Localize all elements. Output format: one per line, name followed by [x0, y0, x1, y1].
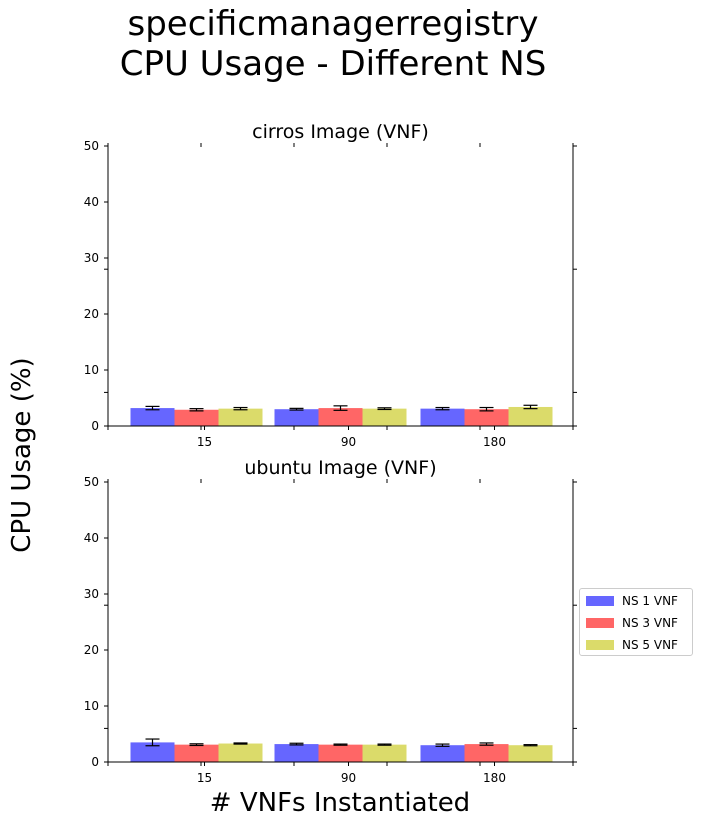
- bar-1-s2-c1: [174, 409, 219, 426]
- y-tick-label-2-2: 20: [84, 643, 99, 657]
- x-tick-label-2-2: 180: [483, 771, 506, 785]
- bar-1-s2-c3: [464, 409, 509, 426]
- bar-2-s3-c1: [218, 743, 263, 762]
- bar-1-s1-c2: [274, 409, 319, 426]
- y-tick-label-2-1: 10: [84, 699, 99, 713]
- x-tick-label-1-1: 90: [341, 435, 356, 449]
- bar-2-s1-c1: [130, 742, 175, 762]
- bar-2-s1-c3: [420, 745, 465, 762]
- legend-swatch-ns1: [586, 595, 614, 606]
- x-tick-label-2-1: 90: [341, 771, 356, 785]
- legend-item-ns1: NS 1 VNF: [586, 593, 678, 609]
- y-tick-label-1-1: 10: [84, 363, 99, 377]
- y-tick-label-2-4: 40: [84, 531, 99, 545]
- figure-title-line2: CPU Usage - Different NS: [119, 44, 547, 84]
- legend: NS 1 VNF NS 3 VNF NS 5 VNF: [579, 588, 693, 656]
- subplot-2: 0 10 20 30 40 50 15 90 180 ubuntu Image (VNF): [84, 457, 577, 785]
- y-tick-label-1-3: 30: [84, 251, 99, 265]
- y-tick-label-2-3: 30: [84, 587, 99, 601]
- x-axis-label: # VNFs Instantiated: [209, 788, 471, 818]
- legend-label-ns1: NS 1 VNF: [622, 594, 678, 608]
- y-tick-label-1-4: 40: [84, 195, 99, 209]
- bar-1-s3-c3: [508, 406, 553, 426]
- legend-swatch-ns3: [586, 617, 614, 628]
- bar-1-s3-c1: [218, 408, 263, 426]
- bar-1-s3-c2: [362, 408, 407, 426]
- x-tick-label-2-0: 15: [197, 771, 212, 785]
- bar-1-s1-c3: [420, 408, 465, 426]
- legend-label-ns5: NS 5 VNF: [622, 638, 678, 652]
- bar-1-s2-c2: [318, 408, 363, 426]
- x-tick-label-1-2: 180: [483, 435, 506, 449]
- bar-2-s2-c2: [318, 744, 363, 762]
- subplot-1: 0 10 20 30 40 50 15 90 180 cirros Image (VNF): [84, 121, 577, 449]
- subplot-title-2: ubuntu Image (VNF): [244, 457, 436, 479]
- figure-title-line1: specificmanagerregistry: [127, 4, 539, 44]
- y-axis-label: CPU Usage (%): [7, 357, 37, 553]
- legend-label-ns3: NS 3 VNF: [622, 616, 678, 630]
- bar-2-s2-c1: [174, 744, 219, 762]
- legend-swatch-ns5: [586, 639, 614, 650]
- y-tick-label-2-0: 0: [91, 755, 99, 769]
- bar-2-s3-c3: [508, 745, 553, 762]
- y-tick-label-1-2: 20: [84, 307, 99, 321]
- legend-item-ns3: NS 3 VNF: [586, 615, 678, 631]
- legend-item-ns5: NS 5 VNF: [586, 637, 678, 653]
- bar-2-s2-c3: [464, 744, 509, 762]
- y-tick-label-2-5: 50: [84, 475, 99, 489]
- y-tick-label-1-5: 50: [84, 139, 99, 153]
- bar-2-s3-c2: [362, 744, 407, 762]
- x-tick-label-1-0: 15: [197, 435, 212, 449]
- bar-1-s1-c1: [130, 408, 175, 426]
- y-tick-label-1-0: 0: [91, 419, 99, 433]
- bar-2-s1-c2: [274, 744, 319, 762]
- subplot-title-1: cirros Image (VNF): [252, 121, 429, 143]
